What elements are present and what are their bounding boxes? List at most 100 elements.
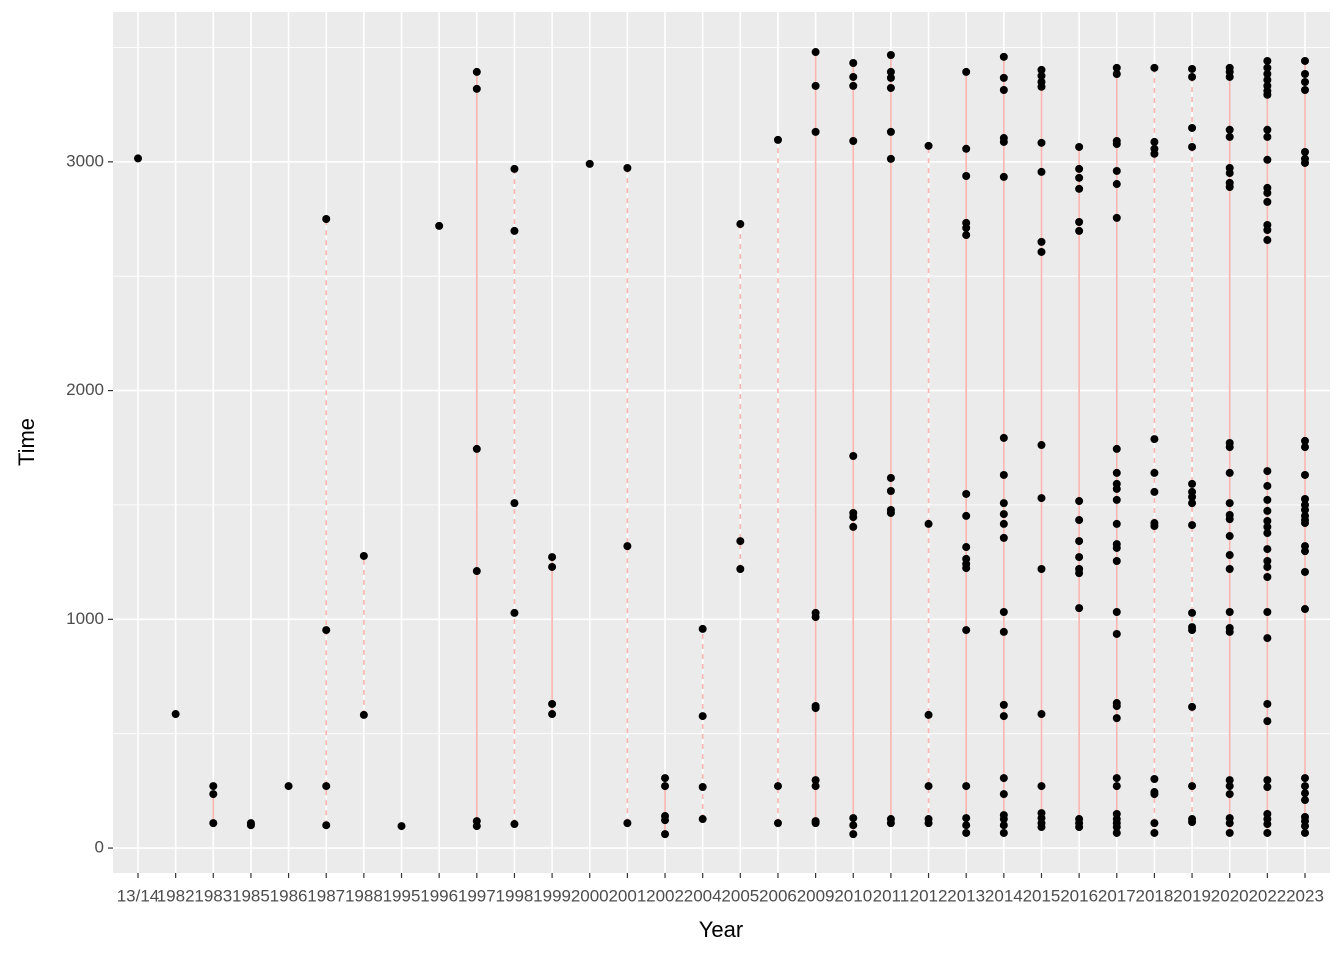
point (999, 470, 1008, 479)
point (1188, 817, 1197, 826)
point (1263, 75, 1272, 84)
point (1301, 158, 1309, 167)
x-axis-title: Year (699, 917, 743, 942)
point (1263, 717, 1272, 726)
point (661, 816, 670, 825)
point (999, 774, 1008, 783)
point (849, 814, 858, 823)
point (1263, 197, 1272, 206)
point (1075, 226, 1084, 235)
point (1037, 167, 1046, 176)
x-tick-label: 2005 (721, 886, 759, 905)
point (510, 820, 519, 829)
point (510, 499, 519, 508)
point (886, 67, 895, 76)
point (1037, 441, 1046, 450)
point (811, 127, 820, 136)
point (736, 220, 745, 229)
point (1150, 828, 1159, 837)
point (585, 159, 594, 168)
point (1263, 132, 1272, 141)
point (1075, 516, 1084, 525)
point (1112, 63, 1121, 72)
x-tick-label: 1998 (496, 886, 534, 905)
point (1301, 828, 1309, 837)
point (1037, 494, 1046, 503)
x-tick-label: 1985 (232, 886, 270, 905)
point (548, 710, 557, 719)
point (1150, 774, 1159, 783)
x-tick-label: 2014 (985, 886, 1023, 905)
point (1037, 65, 1046, 74)
point (1225, 169, 1234, 178)
point (962, 231, 971, 240)
point (1301, 822, 1309, 831)
point (1225, 468, 1234, 477)
point (1188, 64, 1197, 73)
point (1112, 444, 1121, 453)
point (1263, 828, 1272, 837)
point (1225, 125, 1234, 134)
point (661, 774, 670, 783)
point (1263, 481, 1272, 490)
point (962, 821, 971, 830)
point (1112, 495, 1121, 504)
point (1225, 532, 1234, 541)
point (999, 137, 1008, 146)
point (736, 564, 745, 573)
point (472, 822, 481, 831)
x-tick-label: 2018 (1136, 886, 1174, 905)
point (962, 489, 971, 498)
point (246, 821, 255, 830)
point (1301, 443, 1309, 452)
point (510, 226, 519, 235)
point (1225, 551, 1234, 560)
point (397, 822, 406, 831)
point (1188, 72, 1197, 81)
point (1301, 605, 1309, 614)
point (886, 473, 895, 482)
point (999, 627, 1008, 636)
point (1037, 710, 1046, 719)
point (1112, 556, 1121, 565)
point (1112, 166, 1121, 175)
point (1225, 776, 1234, 785)
point (999, 499, 1008, 508)
x-tick-label: 2013 (947, 886, 985, 905)
point (1112, 468, 1121, 477)
point (1037, 564, 1046, 573)
point (999, 433, 1008, 442)
point (623, 164, 632, 173)
point (1112, 774, 1121, 783)
point (1150, 137, 1159, 146)
point (1301, 77, 1309, 86)
point (1112, 180, 1121, 189)
point (472, 84, 481, 93)
x-tick-label: 2006 (759, 886, 797, 905)
point (1188, 521, 1197, 530)
x-tick-label: 2016 (1060, 886, 1098, 905)
point (999, 172, 1008, 181)
point (886, 508, 895, 517)
point (999, 712, 1008, 721)
point (1112, 828, 1121, 837)
point (886, 127, 895, 136)
point (999, 790, 1008, 799)
point (886, 83, 895, 92)
point (1301, 796, 1309, 805)
point (1075, 537, 1084, 546)
point (1037, 247, 1046, 256)
point (924, 819, 933, 828)
point (1301, 519, 1309, 528)
point (962, 144, 971, 153)
point (1263, 155, 1272, 164)
point (849, 821, 858, 830)
panel (113, 12, 1330, 873)
point (849, 137, 858, 146)
point (811, 704, 820, 713)
point (661, 830, 670, 839)
point (886, 486, 895, 495)
point (171, 710, 180, 719)
x-tick-label: 2001 (608, 886, 646, 905)
